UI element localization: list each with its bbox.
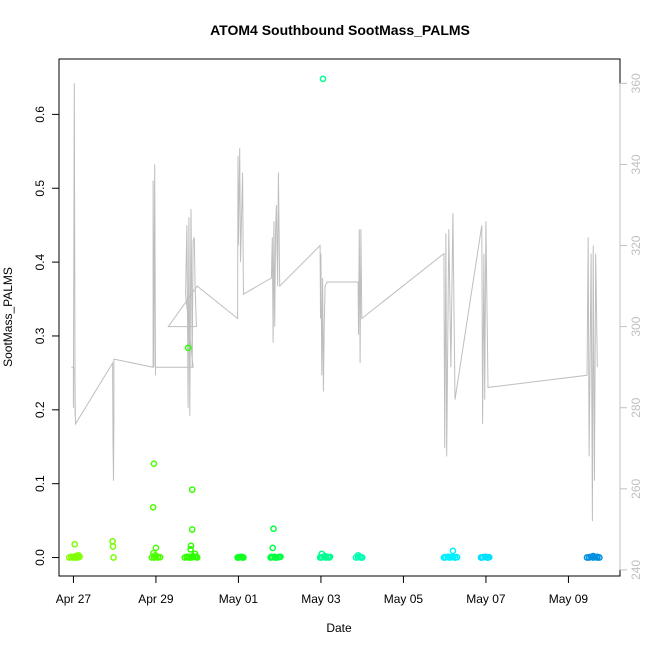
x-tick-label: May 03 <box>301 592 341 606</box>
y2-tick-label: 300 <box>629 316 643 336</box>
x-tick-label: May 05 <box>384 592 424 606</box>
points-series <box>65 75 603 561</box>
y2-tick-label: 280 <box>629 397 643 417</box>
data-point <box>71 540 79 548</box>
data-point <box>269 544 277 552</box>
data-point <box>109 543 117 550</box>
data-point <box>272 554 279 561</box>
data-point <box>187 546 194 553</box>
data-point <box>451 554 459 561</box>
x-axis: Apr 27 Apr 29 May 01 May 03 May 05 May 07 May … <box>56 575 589 606</box>
y-tick-label: 0.1 <box>33 475 47 492</box>
line-series-path <box>71 83 598 522</box>
data-point <box>150 554 158 561</box>
y2-tick-label: 260 <box>629 478 643 498</box>
x-tick-label: Apr 29 <box>138 592 174 606</box>
y-tick-label: 0.4 <box>33 253 47 270</box>
data-point <box>149 503 157 511</box>
y-tick-label: 0.0 <box>33 549 47 566</box>
x-tick-label: May 01 <box>219 592 259 606</box>
data-point <box>110 554 117 561</box>
data-point <box>109 537 116 545</box>
data-point <box>239 554 246 561</box>
data-point <box>268 553 275 561</box>
data-point <box>319 75 327 83</box>
x-axis-label: Date <box>326 621 352 635</box>
data-point <box>484 554 492 561</box>
data-point <box>184 344 192 352</box>
data-point <box>270 525 277 533</box>
data-point <box>593 554 601 561</box>
y2-axis: 240 260 280 300 320 340 360 <box>619 73 643 580</box>
y-tick-label: 0.3 <box>33 327 47 344</box>
data-point <box>193 553 200 561</box>
y-axis-label: SootMass_PALMS <box>1 267 15 367</box>
x-tick-label: May 09 <box>549 592 589 606</box>
data-point <box>152 544 160 552</box>
x-tick-label: Apr 27 <box>56 592 92 606</box>
data-point <box>75 551 82 559</box>
y2-tick-label: 320 <box>629 235 643 255</box>
data-point <box>325 554 333 561</box>
y2-tick-label: 240 <box>629 560 643 580</box>
chart-title: ATOM4 Southbound SootMass_PALMS <box>210 22 470 38</box>
plot-frame <box>58 58 621 577</box>
y2-tick-label: 340 <box>629 154 643 174</box>
x-tick-label: May 07 <box>466 592 506 606</box>
y2-tick-label: 360 <box>629 73 643 93</box>
data-point <box>150 460 158 468</box>
data-point <box>154 553 162 561</box>
data-point <box>358 554 365 561</box>
line-series <box>71 83 598 522</box>
y-tick-label: 0.5 <box>33 180 47 197</box>
data-point <box>188 526 196 533</box>
data-point <box>441 554 449 561</box>
data-point <box>449 547 457 555</box>
data-point <box>187 542 195 550</box>
y-axis: 0.0 0.1 0.2 0.3 0.4 0.5 0.6 <box>33 106 60 566</box>
data-point <box>445 553 453 561</box>
y-tick-label: 0.2 <box>33 401 47 418</box>
data-point <box>478 554 486 561</box>
data-point <box>188 486 196 493</box>
data-point <box>276 553 284 561</box>
y-tick-label: 0.6 <box>33 106 47 123</box>
